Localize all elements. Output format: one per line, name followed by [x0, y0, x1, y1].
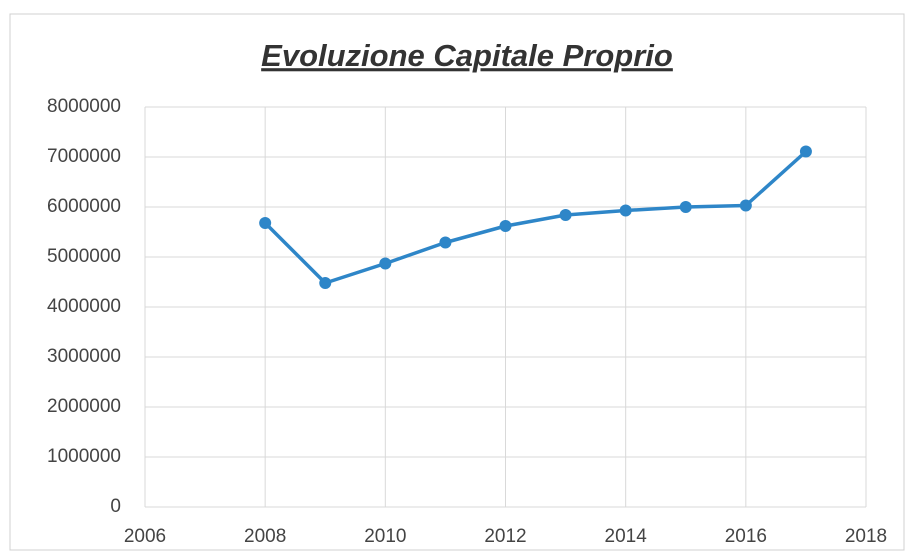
- x-tick-label: 2010: [364, 526, 406, 547]
- x-tick-label: 2006: [124, 526, 166, 547]
- x-tick-label: 2012: [484, 526, 526, 547]
- data-line: [263, 150, 808, 285]
- y-tick-label: 4000000: [47, 296, 121, 317]
- x-tick-label: 2018: [845, 526, 887, 547]
- x-tick-label: 2008: [244, 526, 286, 547]
- data-point: [259, 217, 272, 229]
- y-tick-label: 7000000: [47, 146, 121, 167]
- chart-frame: [9, 13, 905, 551]
- data-point: [619, 204, 632, 217]
- data-point: [799, 145, 812, 158]
- data-point: [379, 257, 392, 270]
- data-point: [499, 220, 512, 232]
- data-point: [679, 201, 692, 213]
- x-tick-label: 2014: [605, 526, 648, 547]
- data-point: [739, 199, 752, 212]
- y-tick-label: 1000000: [47, 446, 121, 467]
- data-point: [559, 209, 572, 221]
- data-point: [319, 277, 332, 289]
- x-tick-label: 2016: [725, 526, 767, 547]
- y-tick-label: 3000000: [47, 346, 121, 367]
- y-tick-label: 2000000: [47, 396, 121, 417]
- y-tick-label: 0: [110, 496, 121, 517]
- data-point: [439, 236, 452, 249]
- y-tick-label: 6000000: [47, 196, 121, 217]
- y-tick-label: 5000000: [47, 246, 121, 267]
- chart-title: Evoluzione Capitale Proprio: [261, 38, 673, 73]
- y-tick-label: 8000000: [47, 96, 121, 117]
